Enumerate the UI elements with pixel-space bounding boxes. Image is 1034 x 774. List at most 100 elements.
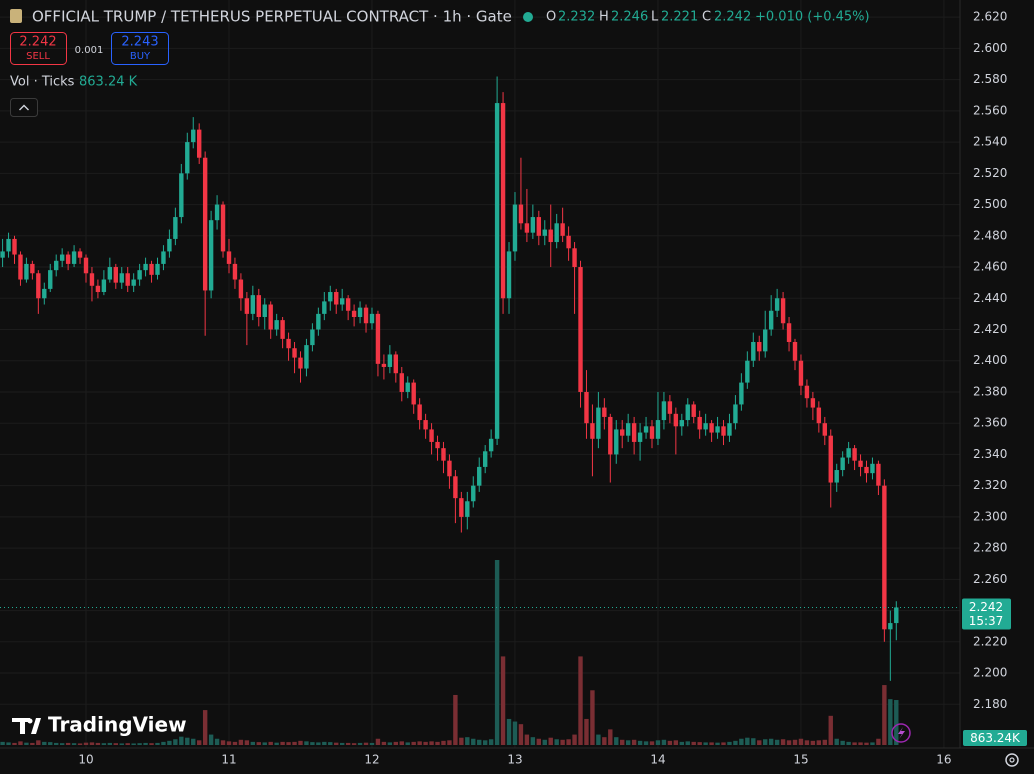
volume-tag-label: 863.24K: [970, 731, 1021, 745]
x-tick-label: 16: [936, 753, 951, 767]
volume-bar: [471, 738, 476, 745]
y-tick-label: 2.460: [973, 260, 1007, 274]
candle-body: [828, 435, 833, 483]
volume-bar: [381, 741, 387, 745]
candle-body: [500, 103, 506, 299]
candle-body: [679, 420, 684, 427]
volume-bar: [840, 740, 845, 745]
candle-body: [846, 448, 851, 458]
candle-body: [429, 429, 434, 442]
candle-body: [649, 426, 655, 439]
y-tick-label: 2.580: [973, 72, 1007, 86]
candle-body: [238, 279, 244, 299]
lightning-icon[interactable]: [898, 727, 905, 739]
candle-body: [727, 423, 732, 436]
x-tick-label: 11: [221, 753, 236, 767]
volume-bar: [345, 742, 351, 745]
candle-body: [477, 466, 482, 486]
candle-body: [304, 345, 309, 369]
volume-bar: [578, 656, 583, 745]
volume-bar: [369, 742, 375, 745]
volume-bar: [119, 743, 124, 745]
volume-bar: [423, 741, 428, 745]
volume-bar: [334, 742, 339, 745]
volume-bar: [715, 742, 720, 745]
collapse-icon[interactable]: [19, 104, 29, 111]
spread: 0.001: [75, 45, 104, 56]
candle-body: [375, 313, 381, 364]
volume-bar: [882, 685, 887, 745]
volume-bar: [536, 738, 542, 745]
volume-bar: [262, 742, 267, 745]
candle-body: [155, 263, 160, 275]
volume-bar: [530, 737, 536, 745]
settings-button[interactable]: [1005, 753, 1019, 767]
candle-body: [542, 229, 547, 236]
volume-bar: [71, 743, 77, 745]
volume-bar: [208, 734, 214, 745]
buy-button[interactable]: [111, 32, 169, 65]
volume-bar: [751, 738, 756, 745]
volume-bar: [24, 742, 29, 745]
volume-bar: [202, 710, 208, 745]
watermark: TradingView: [48, 713, 187, 737]
candle-body: [59, 254, 65, 261]
volume-bar: [727, 741, 732, 745]
candle-body: [262, 304, 267, 318]
candle-body: [310, 329, 315, 346]
grid: [0, 0, 960, 748]
volume-bar: [685, 741, 690, 745]
candle-body: [566, 235, 571, 249]
y-tick-label: 2.220: [973, 634, 1007, 648]
volume-bar: [65, 742, 71, 745]
candle-body: [387, 354, 393, 367]
candle-body: [590, 423, 595, 439]
volume-bar: [429, 741, 434, 745]
candle-body: [745, 360, 750, 383]
candle-body: [739, 382, 744, 405]
last-price-tag: [962, 598, 1011, 630]
volume-bar: [828, 715, 833, 745]
ohlc-value: 2.221: [661, 10, 698, 25]
y-tick-label: 2.440: [973, 291, 1007, 305]
candle-body: [18, 254, 23, 280]
candle-body: [42, 288, 47, 299]
sell-label[interactable]: SELL: [26, 51, 50, 62]
candle-body: [202, 157, 208, 291]
volume-bar: [846, 741, 851, 745]
volume-bar: [387, 742, 393, 745]
volume-bar: [191, 738, 196, 745]
volume-bar: [488, 739, 494, 745]
candle-body: [518, 204, 524, 224]
candle-body: [494, 103, 500, 439]
y-tick-label: 2.320: [973, 478, 1007, 492]
candle-body: [185, 142, 190, 174]
volume-bar: [232, 741, 238, 745]
y-tick-label: 2.260: [973, 572, 1007, 586]
candle-body: [614, 429, 619, 455]
change: +0.010 (+0.45%): [755, 10, 870, 25]
lightning-button[interactable]: [891, 723, 911, 743]
candle-body: [697, 416, 702, 430]
candle-body: [751, 341, 756, 361]
collapse-button[interactable]: [10, 98, 38, 117]
candle-body: [12, 238, 17, 255]
candle-body: [673, 413, 679, 427]
x-tick-label: 13: [507, 753, 522, 767]
y-tick-label: 2.300: [973, 509, 1007, 523]
candle-body: [292, 348, 297, 358]
candle-body: [125, 273, 130, 286]
buy-label[interactable]: BUY: [130, 51, 151, 62]
candle-body: [804, 385, 810, 399]
volume-bar: [107, 742, 113, 745]
ohlc-value: 2.232: [558, 10, 595, 25]
volume-bar: [810, 740, 816, 745]
sell-price[interactable]: 2.242: [19, 35, 56, 50]
volume-bar: [888, 699, 893, 745]
volume-bar: [48, 742, 53, 745]
settings-icon[interactable]: [1009, 757, 1015, 763]
volume-bar: [357, 742, 363, 745]
buy-price[interactable]: 2.243: [121, 35, 158, 50]
volume-bar: [244, 740, 250, 745]
sell-button[interactable]: [10, 32, 67, 65]
